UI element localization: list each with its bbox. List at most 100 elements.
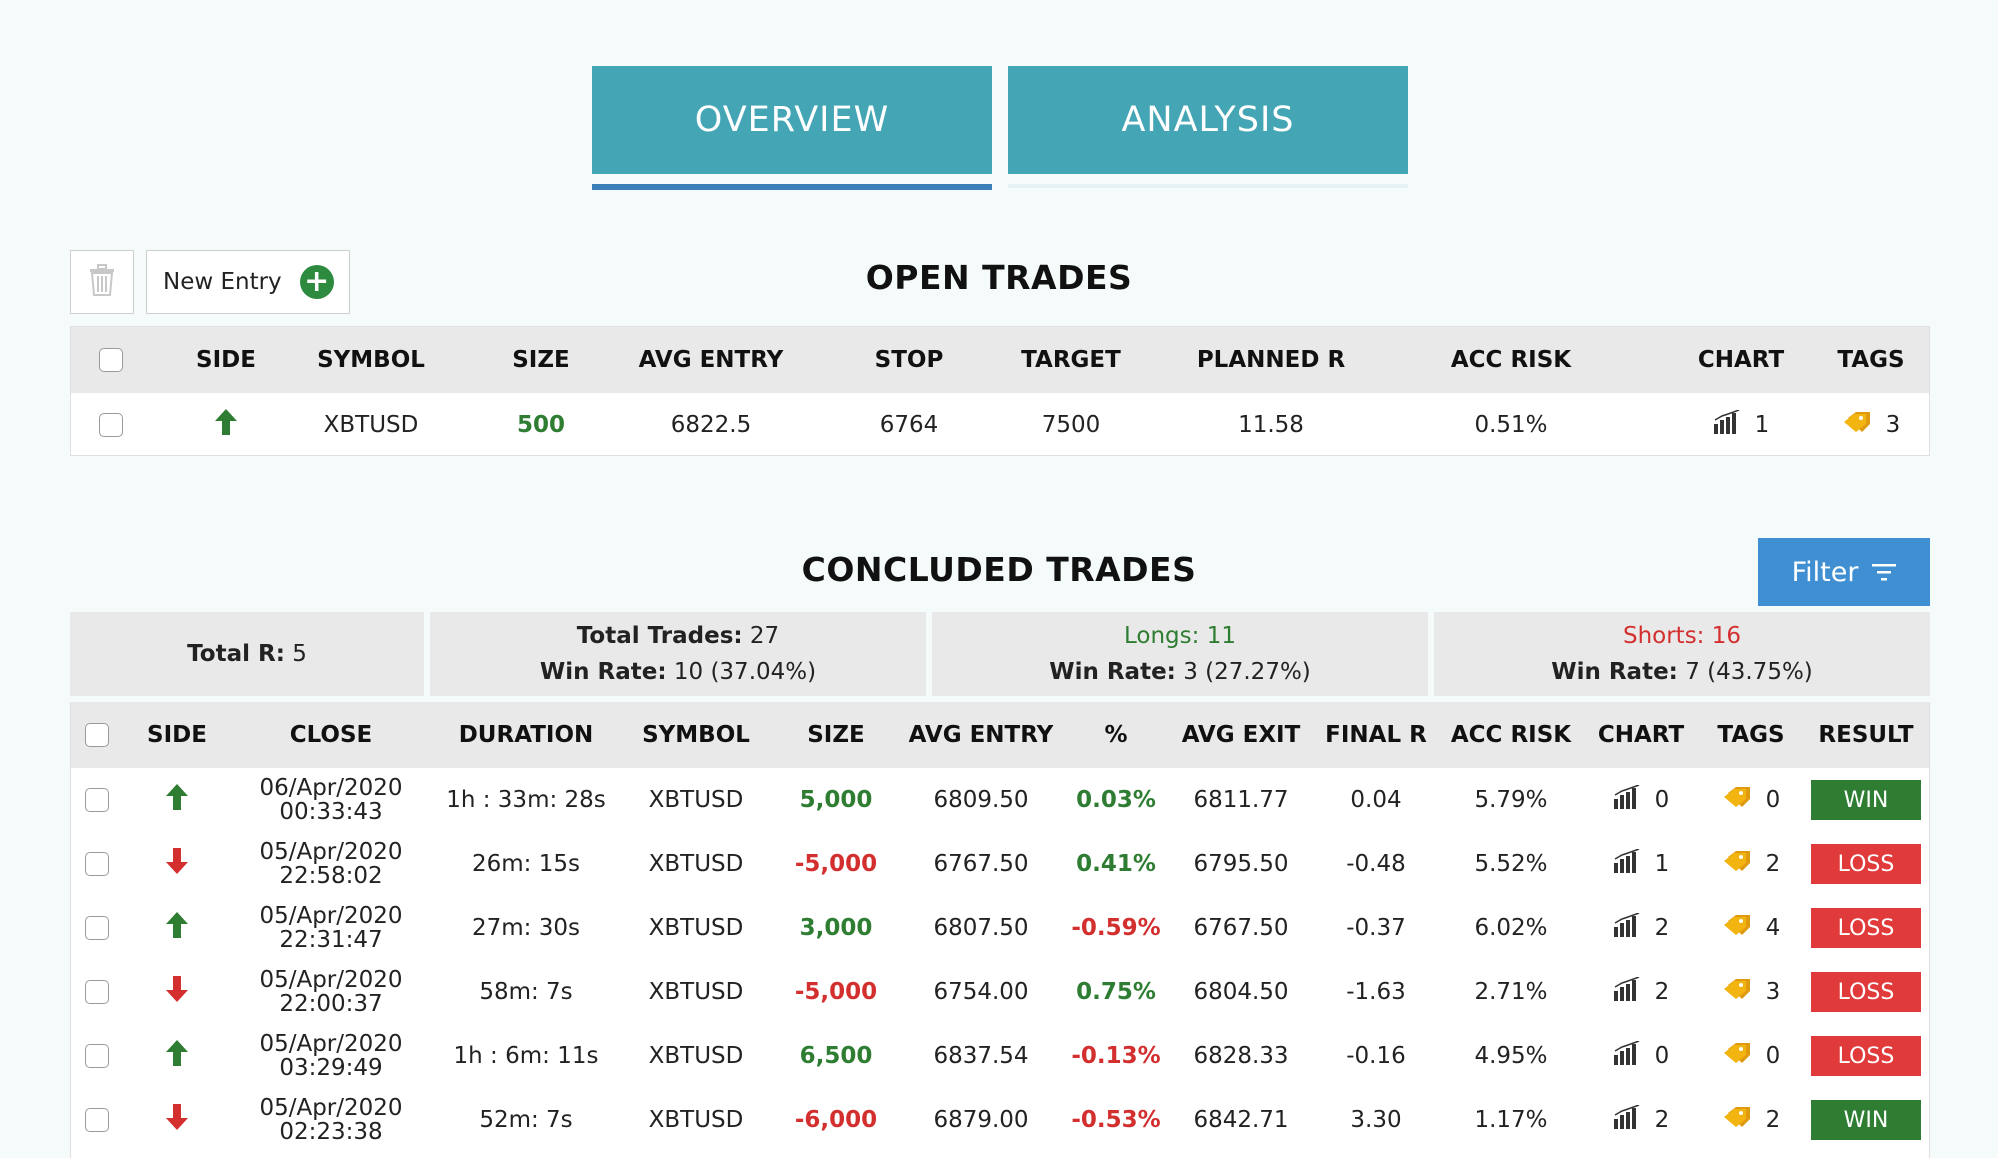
bar-chart-icon: [1713, 409, 1741, 440]
final-r: 0.04: [1350, 787, 1402, 813]
column-header: TAGS: [1717, 722, 1785, 748]
chart-count: 1: [1654, 851, 1670, 877]
column-header: CHART: [1697, 347, 1785, 373]
percent-change: 0.41%: [1076, 851, 1156, 877]
size: 500: [516, 412, 565, 438]
close-datetime: 05/Apr/2020 22:58:02: [231, 832, 431, 896]
avg-exit: 6804.50: [1193, 979, 1289, 1005]
duration: 1h : 6m: 11s: [453, 1043, 599, 1069]
table-header: SIDE CLOSE DURATION SYMBOL SIZE AVG ENTR…: [71, 702, 1929, 768]
result-badge: LOSS: [1811, 972, 1921, 1012]
filter-label: Filter: [1791, 556, 1859, 588]
acc-risk: 6.02%: [1474, 915, 1548, 941]
column-header: RESULT: [1818, 722, 1914, 748]
close-datetime: 05/Apr/2020 02:23:38: [231, 1088, 431, 1152]
arrow-up-icon: [215, 409, 237, 441]
close-time: 22:31:47: [279, 927, 383, 953]
size: 5,000: [799, 787, 873, 813]
column-header: CHART: [1597, 722, 1685, 748]
table-row[interactable]: XBTUSD 500 6822.5 6764 7500 11.58 0.51% …: [71, 393, 1929, 457]
final-r: -0.48: [1346, 851, 1406, 877]
duration: 58m: 7s: [479, 979, 573, 1005]
column-header: ACC RISK: [1450, 722, 1572, 748]
stop: 6764: [879, 412, 939, 438]
tag-icon: [1842, 410, 1872, 440]
tags-cell[interactable]: 0: [1701, 1024, 1801, 1088]
row-checkbox[interactable]: [85, 852, 109, 876]
row-checkbox[interactable]: [99, 413, 123, 437]
tab-bar: OVERVIEW ANALYSIS: [592, 66, 1408, 190]
chart-cell[interactable]: 1: [1581, 832, 1701, 896]
row-checkbox[interactable]: [85, 1108, 109, 1132]
tags-cell[interactable]: 2: [1701, 1088, 1801, 1152]
close-time: 03:29:49: [279, 1055, 383, 1081]
row-checkbox[interactable]: [85, 980, 109, 1004]
chart-count: 0: [1654, 787, 1670, 813]
tab-underline: [1008, 184, 1408, 188]
column-header: SIDE: [147, 722, 207, 748]
size: 3,000: [799, 915, 873, 941]
chart-count: 0: [1654, 1043, 1670, 1069]
chart-cell[interactable]: 2: [1581, 896, 1701, 960]
close-time: 22:58:02: [279, 863, 383, 889]
select-all-checkbox[interactable]: [99, 348, 123, 372]
close-datetime: 05/Apr/2020 22:00:37: [231, 960, 431, 1024]
chart-cell[interactable]: 1: [1671, 393, 1811, 457]
final-r: -0.37: [1346, 915, 1406, 941]
avg-entry: 6822.5: [670, 412, 752, 438]
tags-count: 3: [1885, 412, 1901, 438]
tab-overview[interactable]: OVERVIEW: [592, 66, 992, 174]
tags-cell[interactable]: 0: [1701, 768, 1801, 832]
result-badge: WIN: [1811, 1100, 1921, 1140]
chart-cell[interactable]: 2: [1581, 960, 1701, 1024]
tags-cell[interactable]: 4: [1701, 896, 1801, 960]
chart-count: 2: [1654, 915, 1670, 941]
tag-icon: [1722, 1041, 1752, 1071]
percent-change: 0.75%: [1076, 979, 1156, 1005]
delete-button[interactable]: [70, 250, 134, 314]
result-badge: LOSS: [1811, 844, 1921, 884]
column-header: DURATION: [458, 722, 594, 748]
table-row[interactable]: 06/Apr/2020 00:33:43 1h : 33m: 28s XBTUS…: [71, 768, 1929, 832]
acc-risk: 1.17%: [1474, 1107, 1548, 1133]
avg-entry: 6879.00: [933, 1107, 1029, 1133]
avg-exit: 6811.77: [1193, 787, 1289, 813]
tags-cell[interactable]: 3: [1701, 960, 1801, 1024]
select-all-checkbox[interactable]: [85, 723, 109, 747]
close-date: 06/Apr/2020: [259, 775, 403, 801]
table-row[interactable]: 05/Apr/2020 22:31:47 27m: 30s XBTUSD 3,0…: [71, 896, 1929, 960]
new-entry-button[interactable]: New Entry +: [146, 250, 350, 314]
final-r: -1.63: [1346, 979, 1406, 1005]
tag-icon: [1722, 849, 1752, 879]
percent-change: 0.03%: [1076, 787, 1156, 813]
close-date: 05/Apr/2020: [259, 1095, 403, 1121]
tab-analysis[interactable]: ANALYSIS: [1008, 66, 1408, 174]
duration: 52m: 7s: [479, 1107, 573, 1133]
tags-count: 4: [1765, 915, 1781, 941]
table-row[interactable]: 05/Apr/2020 02:23:38 52m: 7s XBTUSD -6,0…: [71, 1088, 1929, 1152]
avg-entry: 6767.50: [933, 851, 1029, 877]
column-header: SIDE: [196, 347, 256, 373]
active-tab-indicator: [592, 184, 992, 190]
row-checkbox[interactable]: [85, 788, 109, 812]
row-checkbox[interactable]: [85, 1044, 109, 1068]
table-row[interactable]: 05/Apr/2020 22:58:02 26m: 15s XBTUSD -5,…: [71, 832, 1929, 896]
chart-cell[interactable]: 0: [1581, 768, 1701, 832]
tag-icon: [1722, 785, 1752, 815]
tags-cell[interactable]: 2: [1701, 832, 1801, 896]
chart-cell[interactable]: 2: [1581, 1088, 1701, 1152]
tags-count: 2: [1765, 1107, 1781, 1133]
column-header: TARGET: [1021, 347, 1121, 373]
filter-button[interactable]: Filter: [1758, 538, 1930, 606]
tags-cell[interactable]: 3: [1811, 393, 1931, 457]
table-row[interactable]: 05/Apr/2020 03:29:49 1h : 6m: 11s XBTUSD…: [71, 1024, 1929, 1088]
open-trades-title: OPEN TRADES: [865, 258, 1133, 297]
new-entry-label: New Entry: [163, 269, 282, 295]
bar-chart-icon: [1613, 1104, 1641, 1135]
row-checkbox[interactable]: [85, 916, 109, 940]
chart-cell[interactable]: 0: [1581, 1024, 1701, 1088]
table-row[interactable]: 05/Apr/2020 22:00:37 58m: 7s XBTUSD -5,0…: [71, 960, 1929, 1024]
column-header: AVG EXIT: [1181, 722, 1301, 748]
symbol: XBTUSD: [648, 1043, 744, 1069]
duration: 26m: 15s: [472, 851, 580, 877]
